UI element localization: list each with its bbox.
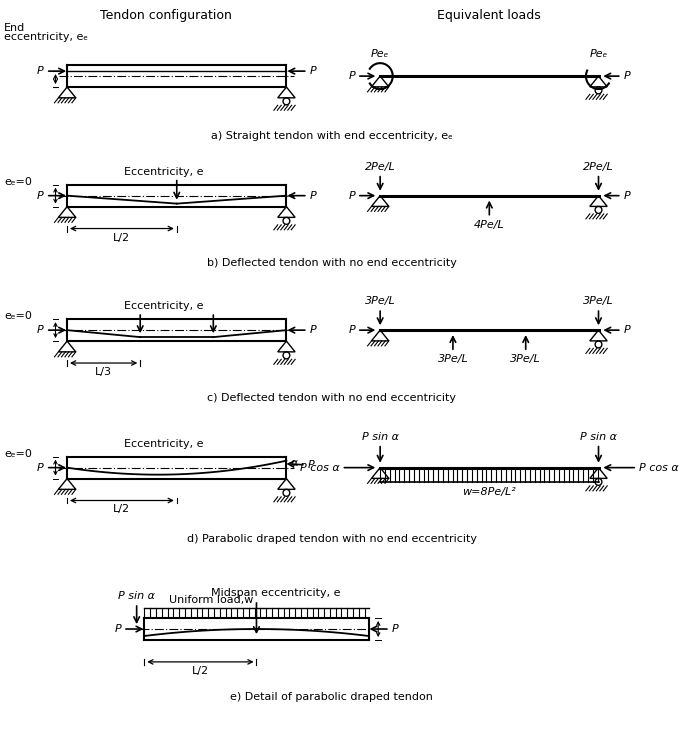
Text: Eccentricity, e: Eccentricity, e xyxy=(124,301,203,311)
Text: Eccentricity, e: Eccentricity, e xyxy=(124,438,203,449)
Text: P: P xyxy=(308,460,314,470)
Text: eccentricity, eₑ: eccentricity, eₑ xyxy=(4,32,88,42)
Text: Midspan eccentricity, e: Midspan eccentricity, e xyxy=(211,588,340,598)
Text: 3Pe/L: 3Pe/L xyxy=(510,354,541,364)
Text: eₑ=0: eₑ=0 xyxy=(4,311,32,321)
Text: P: P xyxy=(37,190,44,201)
Text: w=8Pe/L²: w=8Pe/L² xyxy=(462,486,516,497)
Text: a) Straight tendon with end eccentricity, eₑ: a) Straight tendon with end eccentricity… xyxy=(211,131,453,141)
Text: P: P xyxy=(348,71,355,81)
Text: Eccentricity, e: Eccentricity, e xyxy=(124,167,203,176)
Text: P: P xyxy=(310,66,316,76)
Text: Uniform load,w: Uniform load,w xyxy=(169,595,253,605)
Text: P sin α: P sin α xyxy=(362,432,399,442)
Text: P: P xyxy=(623,325,630,335)
Text: L/2: L/2 xyxy=(113,232,130,243)
Text: eₑ=0: eₑ=0 xyxy=(4,176,32,187)
Text: e) Detail of parabolic draped tendon: e) Detail of parabolic draped tendon xyxy=(230,692,434,702)
Text: L/2: L/2 xyxy=(113,505,130,514)
Text: P: P xyxy=(310,190,316,201)
Text: P: P xyxy=(310,325,316,335)
Text: Tendon configuration: Tendon configuration xyxy=(100,10,232,22)
Text: P: P xyxy=(623,71,630,81)
Text: P cos α: P cos α xyxy=(639,463,679,472)
Text: P sin α: P sin α xyxy=(118,591,155,601)
Text: Equivalent loads: Equivalent loads xyxy=(438,10,541,22)
Text: L/2: L/2 xyxy=(192,666,209,676)
Text: 3Pe/L: 3Pe/L xyxy=(583,296,614,306)
Text: P: P xyxy=(114,624,121,634)
Text: 3Pe/L: 3Pe/L xyxy=(365,296,395,306)
Text: d) Parabolic draped tendon with no end eccentricity: d) Parabolic draped tendon with no end e… xyxy=(187,534,477,545)
Text: α: α xyxy=(290,458,298,468)
Text: 2Pe/L: 2Pe/L xyxy=(583,162,614,172)
Text: P: P xyxy=(37,66,44,76)
Text: b) Deflected tendon with no end eccentricity: b) Deflected tendon with no end eccentri… xyxy=(207,258,457,269)
Text: 3Pe/L: 3Pe/L xyxy=(438,354,469,364)
Text: Peₑ: Peₑ xyxy=(589,49,608,59)
Text: P: P xyxy=(392,624,399,634)
Text: P sin α: P sin α xyxy=(580,432,617,442)
Text: P: P xyxy=(623,190,630,201)
Text: P: P xyxy=(37,325,44,335)
Text: Peₑ: Peₑ xyxy=(371,49,389,59)
Text: P cos α: P cos α xyxy=(300,463,340,472)
Text: eₑ=0: eₑ=0 xyxy=(4,449,32,459)
Text: P: P xyxy=(37,463,44,472)
Text: c) Deflected tendon with no end eccentricity: c) Deflected tendon with no end eccentri… xyxy=(208,393,456,403)
Text: End: End xyxy=(4,24,25,33)
Text: L/3: L/3 xyxy=(95,367,112,377)
Text: 2Pe/L: 2Pe/L xyxy=(365,162,395,172)
Text: P: P xyxy=(348,325,355,335)
Text: P: P xyxy=(348,190,355,201)
Text: 4Pe/L: 4Pe/L xyxy=(474,220,505,230)
